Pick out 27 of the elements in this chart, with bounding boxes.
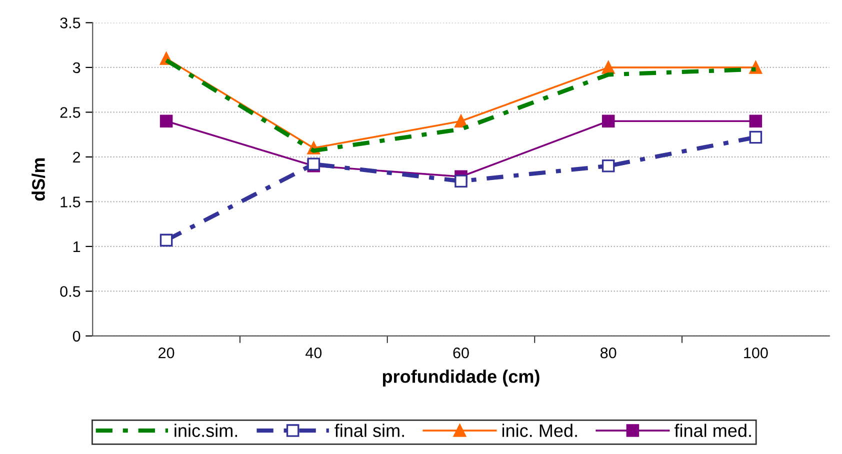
x-tick-label: 80 [600, 347, 616, 358]
point [454, 174, 468, 188]
y-tick-label: 0 [72, 330, 80, 342]
point [160, 234, 173, 247]
y-axis-title: dS/m [32, 158, 46, 201]
point [602, 114, 615, 128]
y-tick-label: 2 [73, 152, 80, 162]
x-tick-label: 100 [744, 347, 768, 358]
y-tick-label: 1.5 [60, 196, 80, 208]
legend-label: final med. [674, 424, 751, 438]
y-tick-label: 2.5 [60, 107, 80, 118]
x-tick-label: 20 [158, 347, 174, 358]
y-tick-label: 3.5 [60, 18, 80, 28]
y-tick-label: 0.5 [60, 286, 80, 297]
x-axis-title: profundidade (cm) [382, 370, 540, 386]
x-tick-label: 60 [453, 347, 469, 358]
y-tick-label: 3 [72, 62, 80, 74]
x-tick-label: 40 [306, 347, 322, 358]
legend-label: final sim. [334, 424, 404, 438]
legend-label: inic.sim. [174, 424, 238, 438]
point [454, 114, 468, 128]
point [749, 130, 762, 144]
point [602, 61, 615, 74]
y-tick-label: 1 [73, 241, 80, 252]
point [160, 114, 173, 128]
point [749, 114, 762, 128]
legend-label: inic. Med. [502, 424, 577, 438]
